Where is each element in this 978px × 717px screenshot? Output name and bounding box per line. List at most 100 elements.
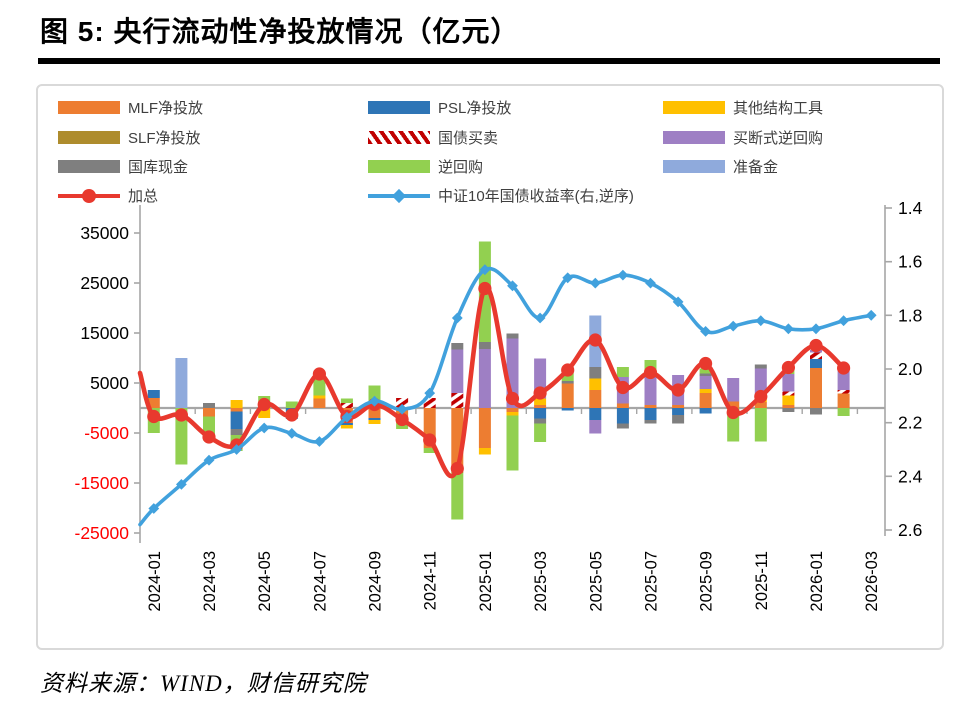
bar-other-2025-02 [506, 412, 519, 416]
bar-treasury-2025-12 [782, 408, 795, 412]
svg-text:2.6: 2.6 [898, 520, 922, 540]
legend-label-repo: 逆回购 [438, 159, 484, 176]
bar-outright-2024-12 [451, 349, 464, 393]
legend-label-other: 其他结构工具 [733, 100, 824, 117]
bar-treasury-2026-01 [810, 408, 822, 415]
svg-text:-15000: -15000 [75, 473, 130, 493]
svg-text:2025-11: 2025-11 [753, 551, 771, 610]
total-point-marker [147, 409, 161, 424]
yield-point-marker [810, 323, 822, 335]
legend-item-mlf: MLF净投放 [58, 97, 203, 118]
yield-point-marker [148, 503, 160, 514]
bar-treasury-2025-03 [534, 418, 547, 424]
bar-other-2024-08 [340, 425, 353, 429]
svg-text:2025-07: 2025-07 [643, 551, 661, 612]
total-point-marker [478, 281, 492, 296]
yield-point-marker [645, 277, 656, 289]
total-point-marker [616, 380, 630, 395]
svg-text:1.6: 1.6 [898, 252, 922, 272]
yield-point-marker [562, 272, 574, 284]
yield-point-marker [314, 436, 325, 447]
bar-treasury-2024-04 [230, 429, 243, 435]
bar-psl-2025-08 [672, 408, 685, 415]
rrr-swatch-icon [663, 160, 725, 173]
svg-text:-5000: -5000 [84, 423, 129, 443]
repo-swatch-icon [368, 160, 430, 173]
figure-title: 图 5: 央行流动性净投放情况（亿元） [40, 16, 520, 47]
bar-bond-2025-12 [782, 391, 795, 396]
legend-label-bond: 国债买卖 [438, 130, 499, 147]
svg-text:1.8: 1.8 [898, 305, 922, 325]
bar-bond-2026-01 [810, 352, 822, 359]
bar-treasury-2025-02 [506, 333, 519, 339]
bar-psl-2025-07 [644, 408, 657, 420]
bar-repo-2024-06 [285, 401, 298, 408]
legend-label-mlf: MLF净投放 [128, 100, 204, 117]
svg-text:2025-09: 2025-09 [698, 551, 716, 612]
bar-treasury-2025-01 [478, 342, 491, 349]
bar-outright-2025-12 [782, 374, 795, 392]
total-point-marker [671, 383, 685, 397]
svg-text:25000: 25000 [80, 273, 129, 293]
total-point-marker [809, 338, 823, 353]
total-line-swatch-icon [58, 188, 120, 203]
yield-point-marker [176, 479, 187, 490]
bar-mlf-2024-01 [147, 398, 160, 408]
bar-psl-2024-01 [147, 390, 160, 398]
bar-treasury-2025-04 [561, 381, 574, 384]
bond-hatch-swatch-icon [368, 131, 430, 144]
total-point-marker [561, 363, 575, 377]
total-point-marker [781, 360, 796, 375]
total-point-marker [450, 461, 464, 476]
stacked-bars [147, 241, 850, 520]
yield-line-series [138, 264, 877, 527]
total-point-marker [202, 430, 216, 444]
yield-point-marker [258, 422, 270, 434]
legend-item-other: 其他结构工具 [663, 97, 823, 118]
bar-treasury-2024-03 [203, 403, 215, 408]
svg-text:2024-01: 2024-01 [146, 551, 164, 612]
yield-point-marker [507, 280, 518, 292]
bar-mlf-2025-04 [561, 383, 574, 408]
bar-other-2025-01 [478, 448, 491, 455]
bar-mlf-2026-01 [810, 368, 822, 408]
svg-text:2024-11: 2024-11 [422, 551, 440, 610]
bar-mlf-2025-11 [754, 402, 767, 408]
svg-text:2.2: 2.2 [898, 413, 922, 433]
bar-repo-2024-02 [175, 408, 188, 465]
bar-mlf-2025-06 [616, 403, 629, 408]
yield-point-marker [451, 312, 463, 324]
yield-point-marker [396, 403, 408, 415]
total-point-marker [533, 386, 547, 400]
bar-psl-2025-06 [616, 408, 629, 424]
yield-point-marker [534, 312, 546, 324]
bar-other-2025-05 [589, 378, 602, 390]
bar-bond-2024-10 [396, 398, 409, 408]
bar-outright-2025-05 [589, 420, 602, 434]
bar-other-2024-07 [313, 395, 326, 399]
data-source-note: 资料来源：WIND，财信研究院 [40, 671, 367, 696]
yield-point-marker [727, 320, 739, 332]
legend-item-bond: 国债买卖 [368, 127, 498, 148]
bar-mlf-2026-02 [837, 393, 850, 408]
svg-text:2.4: 2.4 [898, 466, 923, 486]
bar-repo-2024-11 [423, 448, 436, 453]
yield-point-marker [783, 323, 794, 335]
legend-item-treasury: 国库现金 [58, 156, 188, 177]
yield-line-swatch-icon [368, 188, 430, 203]
bar-outright-2025-09 [699, 376, 712, 389]
legend-item-slf: SLF净投放 [58, 127, 201, 148]
yield-point-marker [479, 264, 491, 276]
title-underline-rule [38, 58, 940, 64]
bar-bond-2024-11 [423, 398, 436, 408]
total-point-marker [588, 333, 602, 347]
legend-item-outright: 买断式逆回购 [663, 127, 823, 148]
total-point-marker [257, 397, 271, 412]
total-point-marker [395, 412, 409, 427]
bar-other-2024-04 [230, 400, 243, 408]
svg-text:2026-03: 2026-03 [863, 551, 881, 612]
total-point-marker [312, 367, 326, 381]
svg-text:2024-03: 2024-03 [201, 551, 219, 612]
legend-item-total: 加总 [58, 185, 158, 206]
treasury-swatch-icon [58, 160, 120, 173]
